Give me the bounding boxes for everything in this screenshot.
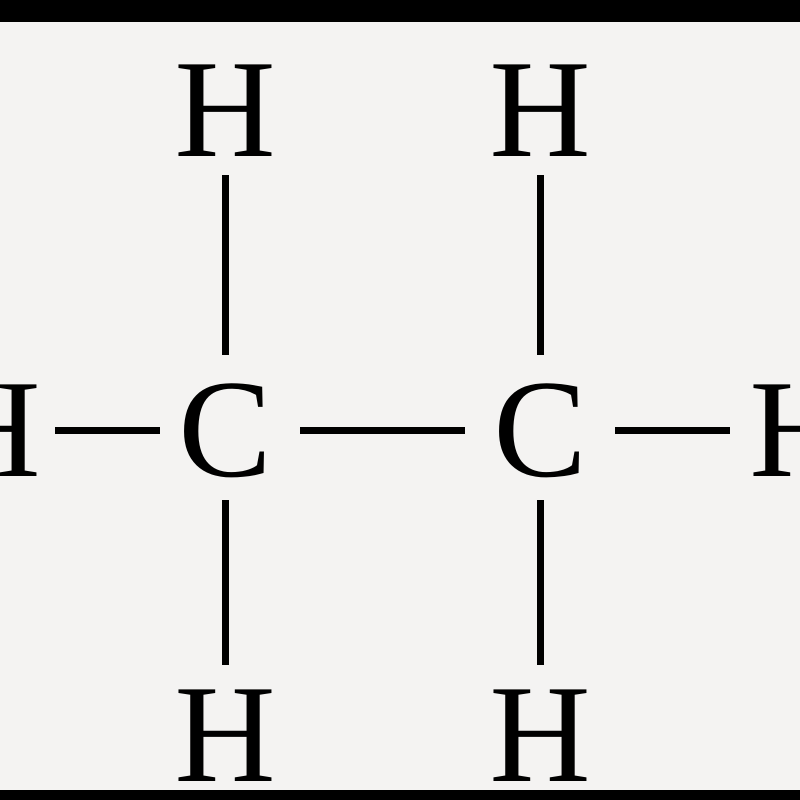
atom-h1: H — [174, 40, 275, 180]
bond-h2-c2 — [537, 175, 544, 355]
atom-h3: H — [174, 665, 275, 800]
bond-c2-hr — [615, 427, 730, 434]
frame-border-top — [0, 0, 800, 22]
atom-hl: H — [0, 360, 41, 500]
molecule-diagram: HHHCCHHH — [0, 0, 800, 800]
atom-c1: C — [178, 360, 271, 500]
bond-c2-h4 — [537, 500, 544, 665]
bond-c1-h3 — [222, 500, 229, 665]
frame-border-bottom — [0, 790, 800, 800]
atom-c2: C — [493, 360, 586, 500]
bond-c1-c2 — [300, 427, 465, 434]
bond-h1-c1 — [222, 175, 229, 355]
atom-h2: H — [489, 40, 590, 180]
bond-hl-c1 — [55, 427, 160, 434]
atom-hr: H — [749, 360, 800, 500]
atom-h4: H — [489, 665, 590, 800]
